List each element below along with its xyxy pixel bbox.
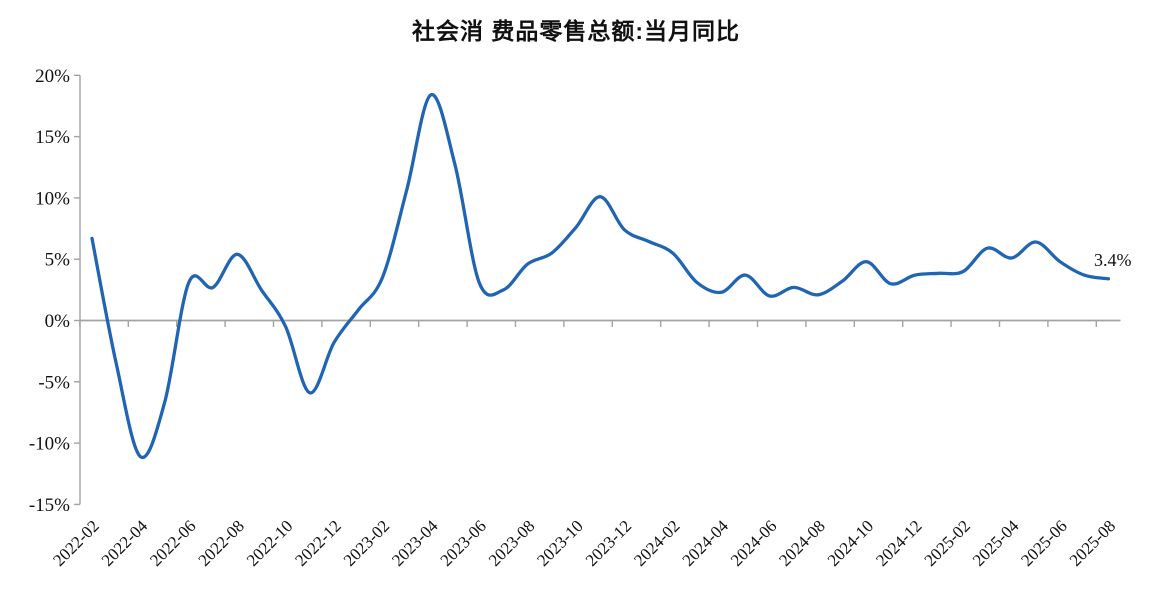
x-tick-label: 2024-08 bbox=[775, 516, 829, 570]
x-tick-label: 2023-12 bbox=[582, 516, 636, 570]
data-series-line bbox=[90, 93, 1111, 460]
x-axis-labels: 2022-022022-042022-062022-082022-102022-… bbox=[49, 516, 1119, 570]
x-tick-label: 2023-02 bbox=[340, 516, 394, 570]
axes bbox=[74, 74, 1121, 506]
y-axis-labels: 20% 15% 10% 5% 0% -5% -10% -15% bbox=[29, 66, 70, 516]
x-tick-label: 2025-04 bbox=[969, 516, 1023, 570]
y-tick-label: 5% bbox=[45, 250, 71, 271]
x-tick-label: 2025-08 bbox=[1066, 516, 1120, 570]
x-tick-label: 2023-04 bbox=[388, 516, 442, 570]
x-tick-label: 2025-06 bbox=[1017, 516, 1071, 570]
y-tick-label: 15% bbox=[35, 127, 70, 148]
x-tick-label: 2025-02 bbox=[921, 516, 975, 570]
y-tick-label: 20% bbox=[35, 66, 70, 87]
x-tick-label: 2022-06 bbox=[146, 516, 200, 570]
x-tick-label: 2022-04 bbox=[98, 516, 152, 570]
x-tick-label: 2023-10 bbox=[533, 516, 587, 570]
x-tick-label: 2023-06 bbox=[437, 516, 491, 570]
chart-title: 社会消 费品零售总额:当月同比 bbox=[411, 18, 741, 44]
end-value-label: 3.4% bbox=[1094, 250, 1132, 270]
x-tick-label: 2024-02 bbox=[630, 516, 684, 570]
y-tick-label: -5% bbox=[38, 372, 70, 393]
x-tick-label: 2024-06 bbox=[727, 516, 781, 570]
x-tick-label: 2023-08 bbox=[485, 516, 539, 570]
y-tick-label: 10% bbox=[35, 188, 70, 209]
x-tick-label: 2022-08 bbox=[195, 516, 249, 570]
x-tick-label: 2024-10 bbox=[824, 516, 878, 570]
x-tick-label: 2022-02 bbox=[49, 516, 103, 570]
y-tick-label: 0% bbox=[45, 311, 71, 332]
x-tick-label: 2024-04 bbox=[679, 516, 733, 570]
x-tick-label: 2022-12 bbox=[291, 516, 345, 570]
y-tick-label: -15% bbox=[29, 495, 70, 516]
y-tick-label: -10% bbox=[29, 434, 70, 455]
x-tick-label: 2024-12 bbox=[872, 516, 926, 570]
x-tick-label: 2022-10 bbox=[243, 516, 297, 570]
